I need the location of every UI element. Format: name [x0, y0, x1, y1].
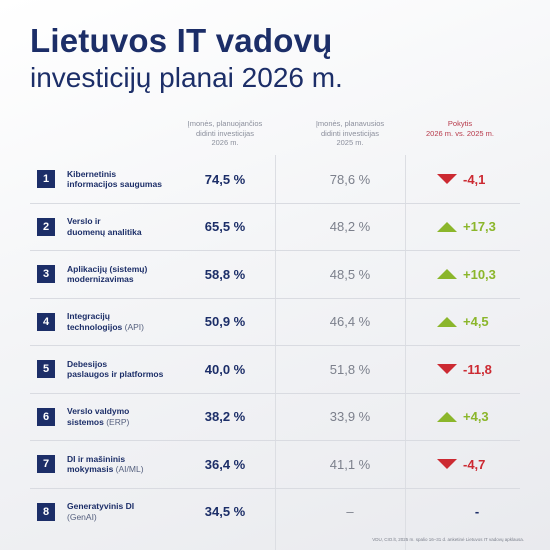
change-text: +4,3 [463, 409, 489, 424]
change-text: +4,5 [463, 314, 489, 329]
row-number: 7 [37, 455, 55, 473]
change-text: -4,1 [463, 171, 486, 187]
arrow-up-icon [437, 269, 457, 279]
row-label: Kibernetinis informacijos saugumas [67, 168, 162, 190]
column-divider [405, 155, 406, 550]
page-title: Lietuvos IT vadovų [30, 22, 333, 59]
table-row: 4 Integracijų technologijos (API) 50,9 % 46,… [30, 298, 520, 346]
value-2026: 34,5 % [204, 504, 246, 519]
row-number: 1 [37, 170, 55, 188]
value-2026: 50,9 % [204, 314, 246, 329]
change-value: +4,5 [437, 314, 517, 329]
arrow-up-icon [437, 221, 457, 232]
change-value: -11,8 [437, 362, 517, 377]
footnote: VDU, CIO.lt, 2025 m. spalio 16–31 d. ank… [372, 537, 524, 542]
row-label-abbr: (ERP) [103, 416, 130, 427]
arrow-up-icon [437, 411, 457, 422]
change-value: +17,3 [437, 219, 517, 234]
change-text: -11,8 [463, 361, 492, 377]
row-label-abbr: (GenAI) [67, 511, 97, 522]
row-number: 6 [37, 407, 55, 426]
row-divider [30, 297, 520, 299]
value-2026: 40,0 % [204, 361, 246, 377]
row-number: 2 [37, 217, 55, 236]
column-header-2026: Įmonės, planuojančios didinti investicij… [187, 119, 263, 147]
value-2025: 48,5 % [329, 266, 371, 282]
table-row: 6 Verslo valdymo sistemos (ERP) 38,2 % 33,9 … [30, 393, 520, 441]
arrow-down-icon [437, 174, 457, 184]
row-label: Aplikacijų (sistemų) modernizavimas [67, 263, 148, 285]
arrow-down-icon [437, 459, 457, 469]
table-row: 5 Debesijos paslaugos ir platformos 40,0 % 5… [30, 345, 520, 393]
row-divider [30, 250, 520, 251]
column-divider [275, 155, 276, 550]
change-text: +10,3 [463, 266, 496, 282]
change-value: - [437, 504, 517, 519]
row-number: 5 [37, 360, 55, 378]
row-number: 3 [37, 265, 55, 283]
change-text: - [474, 504, 480, 519]
value-2026: 74,5 % [204, 171, 246, 187]
table-row: 2 Verslo ir duomenų analitika 65,5 % 48,2 % +… [30, 203, 520, 251]
row-label: Verslo ir duomenų analitika [67, 216, 142, 237]
row-number: 4 [37, 312, 55, 331]
table-row: 3 Aplikacijų (sistemų) modernizavimas 58,8 … [30, 250, 520, 298]
value-2026: 65,5 % [204, 219, 246, 234]
row-number: 8 [37, 502, 55, 521]
row-divider [30, 202, 520, 204]
value-2025: 48,2 % [329, 219, 371, 234]
value-2026: 58,8 % [204, 266, 246, 282]
row-label: Generatyvinis DI (GenAI) [67, 501, 135, 522]
row-label: Verslo valdymo sistemos (ERP) [67, 406, 130, 427]
column-header-2025: Įmonės, planavusios didinti investicijas… [315, 119, 385, 147]
row-divider [30, 392, 520, 394]
change-text: +17,3 [463, 219, 496, 234]
page-subtitle: investicijų planai 2026 m. [30, 62, 343, 93]
change-value: -4,7 [437, 457, 517, 472]
value-2025: 41,1 % [329, 456, 371, 472]
value-2026: 36,4 % [204, 456, 246, 472]
value-2025: 51,8 % [329, 361, 371, 377]
value-2025: 46,4 % [329, 314, 371, 329]
row-divider [30, 440, 520, 441]
table-row: 1 Kibernetinis informacijos saugumas 74,5 %… [30, 155, 520, 203]
value-2026: 38,2 % [204, 409, 246, 424]
column-header-change: Pokytis 2026 m. vs. 2025 m. [426, 119, 494, 138]
table-row: 8 Generatyvinis DI (GenAI) 34,5 % – - [30, 488, 520, 536]
change-value: +10,3 [437, 267, 517, 282]
row-label: Debesijos paslaugos ir platformos [67, 358, 164, 380]
row-label-abbr: (AI/ML) [113, 464, 144, 474]
change-value: +4,3 [437, 409, 517, 424]
change-text: -4,7 [463, 456, 486, 472]
row-divider [30, 345, 520, 346]
row-label: DI ir mašininis mokymasis (AI/ML) [67, 453, 144, 475]
arrow-down-icon [437, 364, 457, 374]
value-2025: – [346, 504, 354, 519]
value-2025: 33,9 % [329, 409, 371, 424]
row-divider [30, 487, 520, 489]
table-row: 7 DI ir mašininis mokymasis (AI/ML) 36,4 % 4… [30, 440, 520, 488]
row-label: Integracijų technologijos (API) [67, 311, 144, 332]
change-value: -4,1 [437, 172, 517, 187]
value-2025: 78,6 % [329, 171, 371, 187]
row-label-abbr: (API) [122, 321, 144, 332]
arrow-up-icon [437, 316, 457, 327]
